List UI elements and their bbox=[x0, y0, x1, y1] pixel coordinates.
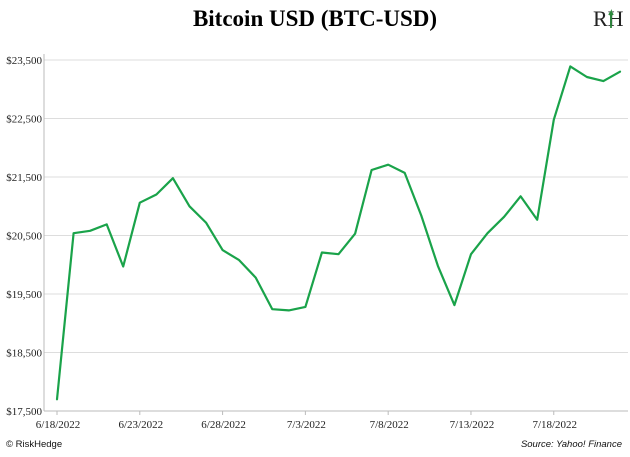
x-tick-label: 7/13/2022 bbox=[450, 419, 495, 431]
logo-arrow-icon bbox=[608, 9, 614, 28]
source-text: Source: Yahoo! Finance bbox=[520, 439, 622, 450]
y-tick-label: $23,500 bbox=[6, 55, 42, 67]
y-tick-label: $18,500 bbox=[6, 348, 42, 360]
y-tick-label: $19,500 bbox=[6, 289, 42, 301]
y-tick-label: $17,500 bbox=[6, 406, 42, 418]
axes bbox=[43, 54, 628, 412]
chart-title: Bitcoin USD (BTC-USD) bbox=[192, 6, 438, 31]
btc-price-line bbox=[55, 65, 622, 401]
y-tick-label: $22,500 bbox=[6, 114, 42, 126]
y-axis-ticks: $17,500 $18,500 $19,500 $20,500 $21,500 $22,5… bbox=[6, 55, 42, 418]
x-tick-label: 6/28/2022 bbox=[201, 419, 246, 431]
x-tick-label: 6/23/2022 bbox=[118, 419, 163, 431]
x-tick-label: 7/8/2022 bbox=[370, 419, 409, 431]
series-layer bbox=[55, 65, 622, 401]
x-axis-ticks: 6/18/2022 6/23/2022 6/28/2022 7/3/2022 7/8/2… bbox=[36, 411, 577, 431]
x-tick-label: 7/3/2022 bbox=[287, 419, 326, 431]
y-tick-label: $20,500 bbox=[6, 231, 42, 243]
x-tick-label: 6/18/2022 bbox=[36, 419, 81, 431]
riskhedge-logo-icon: RH bbox=[593, 6, 624, 31]
logo-text: RH bbox=[593, 6, 624, 31]
y-tick-label: $21,500 bbox=[6, 172, 42, 184]
x-tick-label: 7/18/2022 bbox=[532, 419, 577, 431]
copyright-text: © RiskHedge bbox=[6, 439, 63, 450]
